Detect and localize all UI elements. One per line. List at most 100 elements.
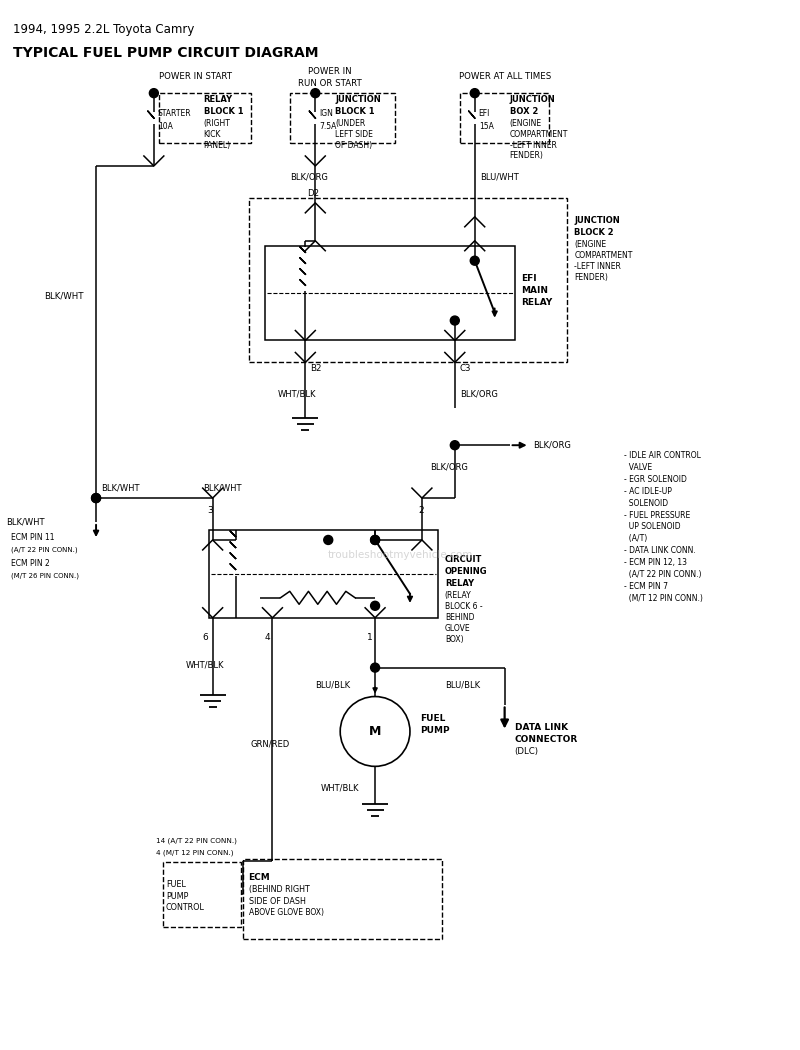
- Text: WHT/BLK: WHT/BLK: [278, 390, 316, 399]
- Text: B2: B2: [310, 364, 322, 373]
- Bar: [460, 93, 550, 143]
- Text: CONTROL: CONTROL: [166, 903, 205, 912]
- Text: DATA LINK: DATA LINK: [514, 723, 568, 732]
- Text: SIDE OF DASH: SIDE OF DASH: [249, 897, 306, 905]
- Text: LEFT SIDE: LEFT SIDE: [335, 129, 373, 139]
- Text: RELAY: RELAY: [204, 94, 233, 104]
- Text: BLK/ORG: BLK/ORG: [460, 390, 498, 399]
- Text: VALVE: VALVE: [624, 463, 652, 471]
- Text: BLU/BLK: BLU/BLK: [445, 680, 480, 689]
- Text: (A/T 22 PIN CONN.): (A/T 22 PIN CONN.): [624, 570, 702, 580]
- Text: KICK: KICK: [204, 129, 221, 139]
- Circle shape: [370, 536, 379, 545]
- Text: - FUEL PRESSURE: - FUEL PRESSURE: [624, 510, 690, 520]
- Bar: [163, 862, 241, 927]
- Text: (RIGHT: (RIGHT: [204, 119, 230, 127]
- Text: (DLC): (DLC): [514, 747, 538, 756]
- Text: BEHIND: BEHIND: [445, 613, 474, 623]
- Circle shape: [450, 441, 459, 449]
- Text: BLK/ORG: BLK/ORG: [534, 441, 571, 449]
- Text: EFI: EFI: [478, 108, 490, 118]
- Text: 6: 6: [202, 633, 209, 643]
- Text: 14 (A/T 22 PIN CONN.): 14 (A/T 22 PIN CONN.): [156, 838, 237, 844]
- Text: (A/T 22 PIN CONN.): (A/T 22 PIN CONN.): [11, 547, 78, 553]
- Bar: [266, 246, 514, 340]
- Text: CONNECTOR: CONNECTOR: [514, 735, 578, 744]
- Text: FENDER): FENDER): [510, 151, 543, 161]
- Bar: [159, 93, 250, 143]
- Text: -LEFT INNER: -LEFT INNER: [510, 141, 557, 149]
- Circle shape: [150, 88, 158, 98]
- Text: - EGR SOLENOID: - EGR SOLENOID: [624, 475, 687, 484]
- Text: FENDER): FENDER): [574, 273, 608, 282]
- Text: BLK/ORG: BLK/ORG: [430, 463, 468, 471]
- Text: FUEL: FUEL: [420, 714, 446, 723]
- Text: BOX): BOX): [445, 635, 463, 645]
- Text: MAIN: MAIN: [522, 286, 549, 295]
- Bar: [209, 530, 438, 617]
- Text: IGN: IGN: [319, 108, 333, 118]
- Text: PUMP: PUMP: [420, 726, 450, 735]
- Text: D2: D2: [307, 189, 319, 198]
- Text: - ECM PIN 7: - ECM PIN 7: [624, 583, 668, 591]
- Text: FUEL: FUEL: [166, 880, 186, 888]
- Text: COMPARTMENT: COMPARTMENT: [574, 251, 633, 260]
- Text: (ENGINE: (ENGINE: [574, 240, 606, 249]
- Text: GLOVE: GLOVE: [445, 624, 470, 633]
- Text: (M/T 26 PIN CONN.): (M/T 26 PIN CONN.): [11, 572, 79, 580]
- Text: UP SOLENOID: UP SOLENOID: [624, 523, 681, 531]
- Text: 1994, 1995 2.2L Toyota Camry: 1994, 1995 2.2L Toyota Camry: [14, 23, 194, 36]
- Text: - DATA LINK CONN.: - DATA LINK CONN.: [624, 546, 696, 555]
- Text: PANEL): PANEL): [204, 141, 231, 149]
- Text: OPENING: OPENING: [445, 567, 487, 576]
- Text: BLK/WHT: BLK/WHT: [101, 484, 139, 492]
- Text: PUMP: PUMP: [166, 891, 188, 901]
- Circle shape: [311, 88, 320, 98]
- Text: (M/T 12 PIN CONN.): (M/T 12 PIN CONN.): [624, 594, 703, 604]
- Text: ECM PIN 11: ECM PIN 11: [11, 533, 55, 543]
- Circle shape: [91, 494, 101, 503]
- Text: POWER AT ALL TIMES: POWER AT ALL TIMES: [458, 71, 550, 81]
- Text: BLK/ORG: BLK/ORG: [290, 172, 328, 182]
- Text: POWER IN START: POWER IN START: [159, 71, 232, 81]
- Text: 15A: 15A: [478, 122, 494, 130]
- Text: RELAY: RELAY: [445, 580, 474, 588]
- Bar: [290, 93, 395, 143]
- Bar: [242, 859, 442, 939]
- Text: (ENGINE: (ENGINE: [510, 119, 542, 127]
- Circle shape: [91, 494, 101, 503]
- Text: BLU/BLK: BLU/BLK: [315, 680, 350, 689]
- Circle shape: [370, 664, 379, 672]
- Text: BLK/WHT: BLK/WHT: [6, 518, 45, 526]
- Text: 7.5A: 7.5A: [319, 122, 337, 130]
- Text: 1: 1: [367, 633, 373, 643]
- Text: - IDLE AIR CONTROL: - IDLE AIR CONTROL: [624, 450, 701, 460]
- Text: COMPARTMENT: COMPARTMENT: [510, 129, 568, 139]
- Circle shape: [470, 88, 479, 98]
- Text: TYPICAL FUEL PUMP CIRCUIT DIAGRAM: TYPICAL FUEL PUMP CIRCUIT DIAGRAM: [14, 46, 319, 60]
- Text: 2: 2: [418, 505, 423, 514]
- Text: WHT/BLK: WHT/BLK: [186, 660, 224, 669]
- Text: CIRCUIT: CIRCUIT: [445, 555, 482, 565]
- Text: JUNCTION: JUNCTION: [335, 94, 381, 104]
- Circle shape: [324, 536, 333, 545]
- Text: BLOCK 1: BLOCK 1: [204, 107, 243, 116]
- Text: 10A: 10A: [158, 122, 173, 130]
- Bar: [249, 197, 567, 362]
- Text: JUNCTION: JUNCTION: [574, 216, 620, 226]
- Text: JUNCTION: JUNCTION: [510, 94, 555, 104]
- Text: (A/T): (A/T): [624, 534, 647, 544]
- Text: POWER IN: POWER IN: [309, 67, 352, 76]
- Text: GRN/RED: GRN/RED: [250, 740, 290, 749]
- Text: ECM PIN 2: ECM PIN 2: [11, 560, 50, 568]
- Circle shape: [450, 316, 459, 326]
- Text: (RELAY: (RELAY: [445, 591, 471, 601]
- Text: 4: 4: [265, 633, 270, 643]
- Text: SOLENOID: SOLENOID: [624, 499, 668, 507]
- Text: C3: C3: [460, 364, 471, 373]
- Text: BLOCK 1: BLOCK 1: [335, 107, 375, 116]
- Text: BLK/WHT: BLK/WHT: [45, 291, 84, 300]
- Text: 4 (M/T 12 PIN CONN.): 4 (M/T 12 PIN CONN.): [156, 849, 234, 857]
- Text: ABOVE GLOVE BOX): ABOVE GLOVE BOX): [249, 908, 323, 918]
- Circle shape: [470, 256, 479, 266]
